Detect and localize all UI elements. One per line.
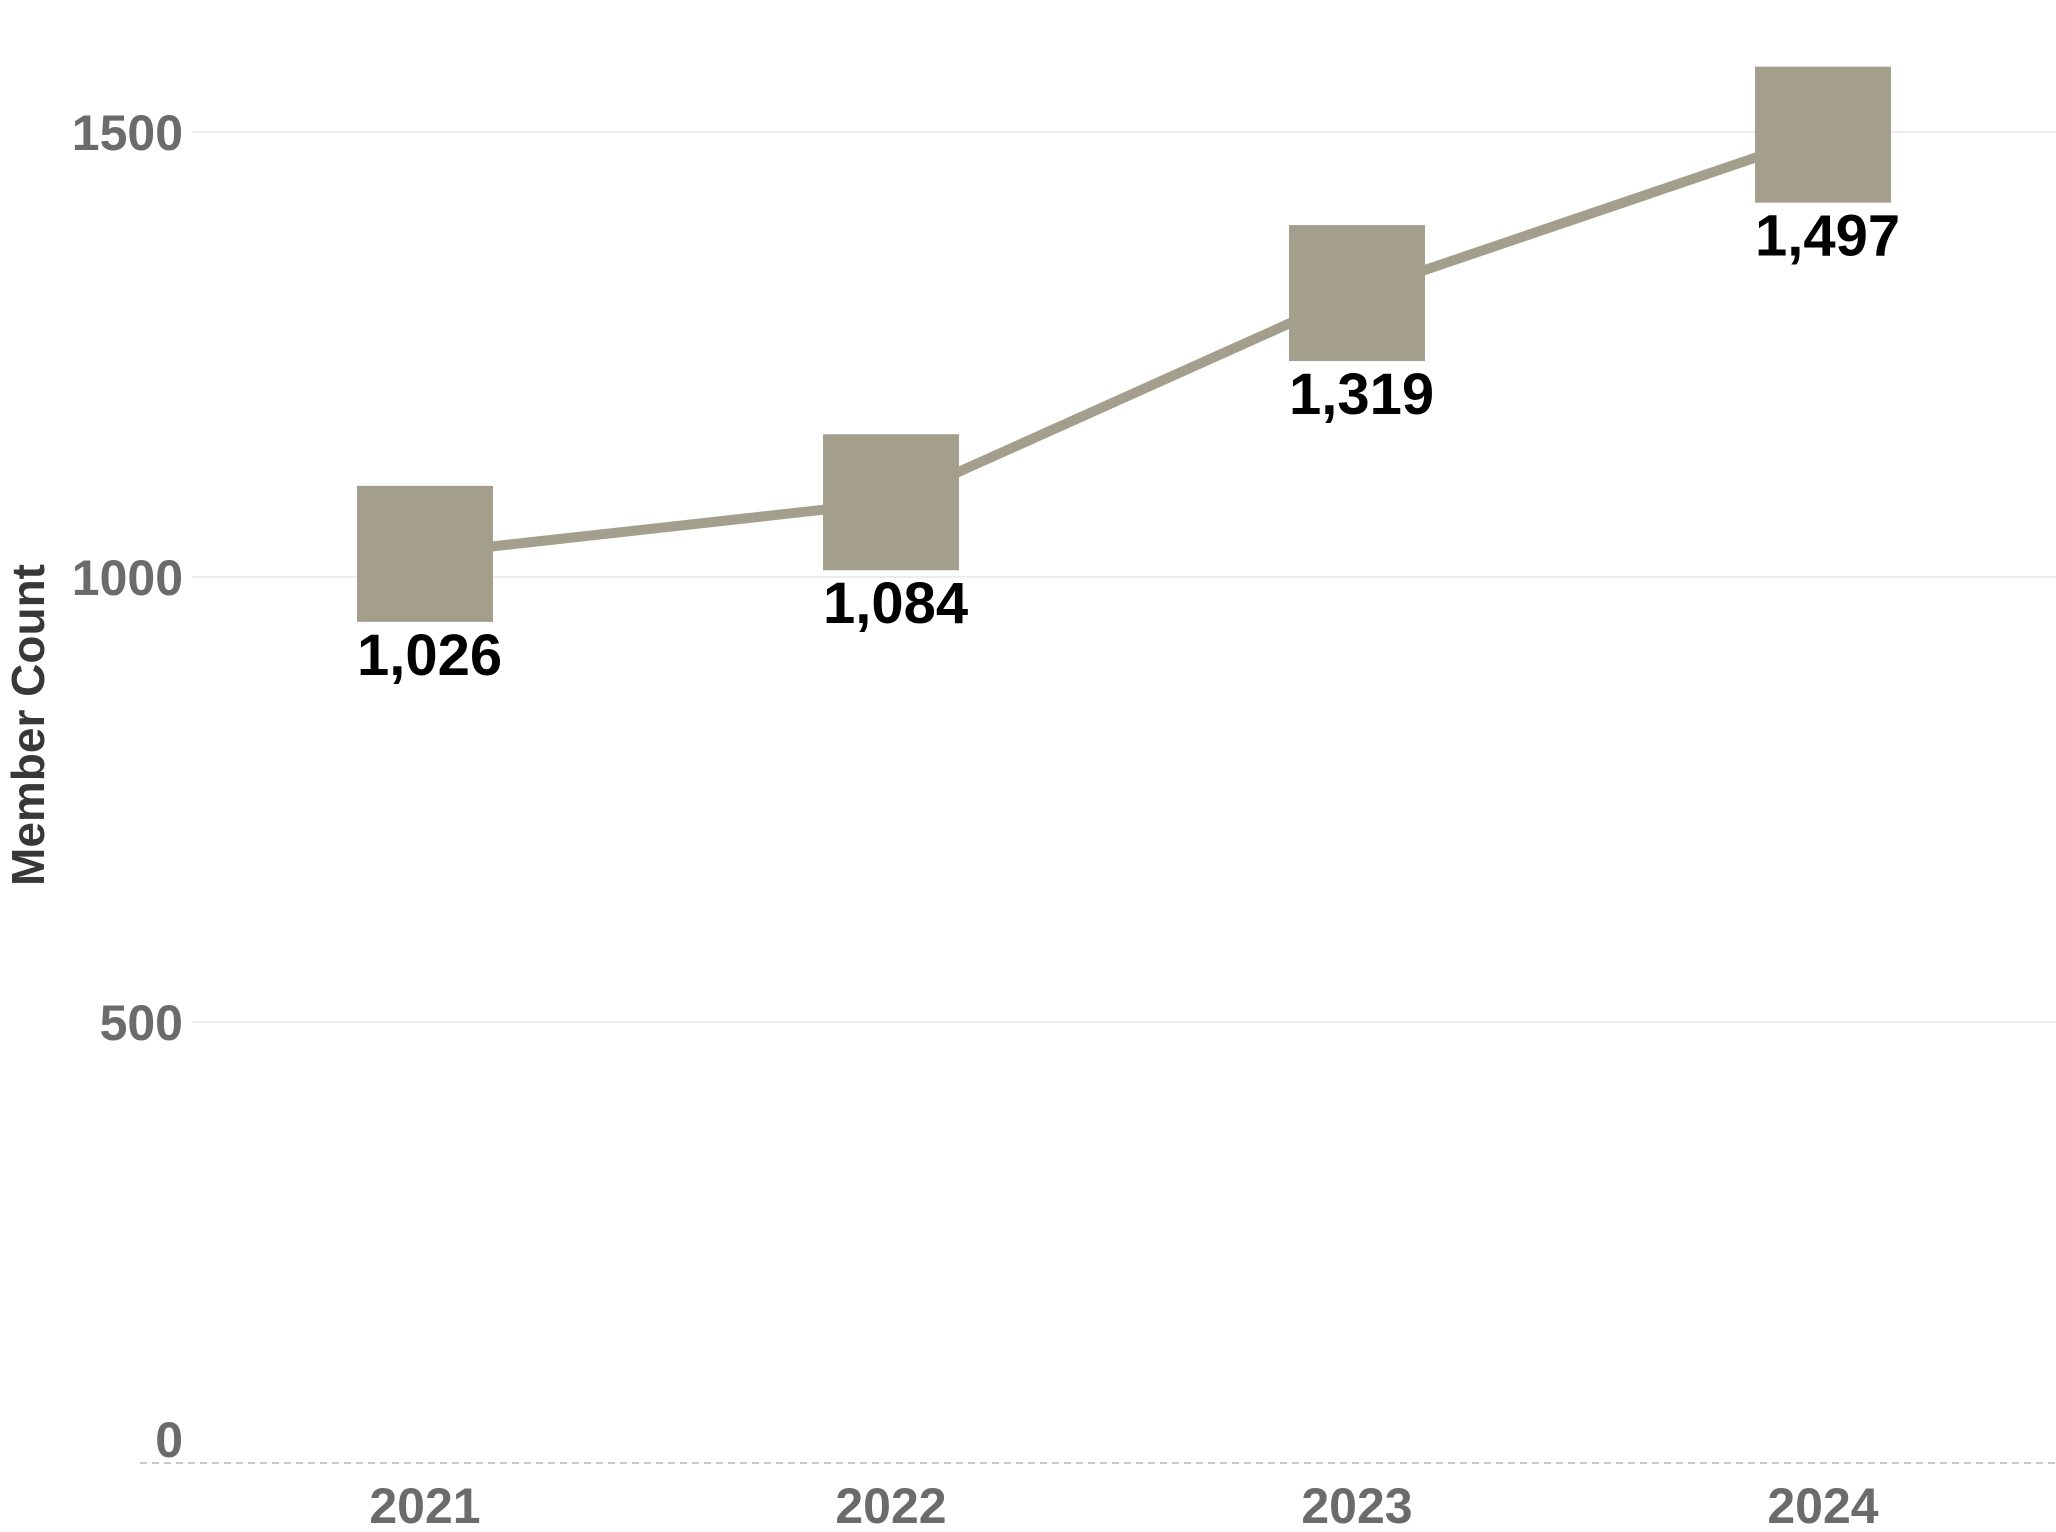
data-point-label: 1,319 [1289,362,1434,427]
data-point-label: 1,026 [357,623,502,688]
y-tick-label: 1000 [72,550,183,606]
data-point-labels: 1,026 1,084 1,319 1,497 [357,204,1900,688]
series-line [424,129,1825,559]
data-point-marker[interactable] [357,485,493,622]
x-axis-tick-labels: 2021 2022 2023 2024 [369,1478,1878,1532]
y-axis-title: Member Count [2,564,54,886]
series-line-group [424,129,1825,559]
x-tick-label: 2023 [1301,1478,1412,1532]
y-tick-label: 500 [100,995,183,1051]
data-point-marker[interactable] [1755,66,1891,203]
y-tick-label: 1500 [72,105,183,161]
x-tick-label: 2024 [1767,1478,1878,1532]
x-tick-label: 2022 [835,1478,946,1532]
gridlines [192,131,2056,1023]
data-point-label: 1,497 [1755,204,1900,269]
x-tick-label: 2021 [369,1478,480,1532]
data-point-marker[interactable] [1289,225,1425,362]
data-point-label: 1,084 [823,571,968,636]
data-point-marker[interactable] [823,434,959,571]
y-tick-label: 0 [155,1412,183,1468]
y-axis-tick-labels: 1500 1000 500 0 [72,105,183,1468]
data-point-markers [357,66,1891,622]
